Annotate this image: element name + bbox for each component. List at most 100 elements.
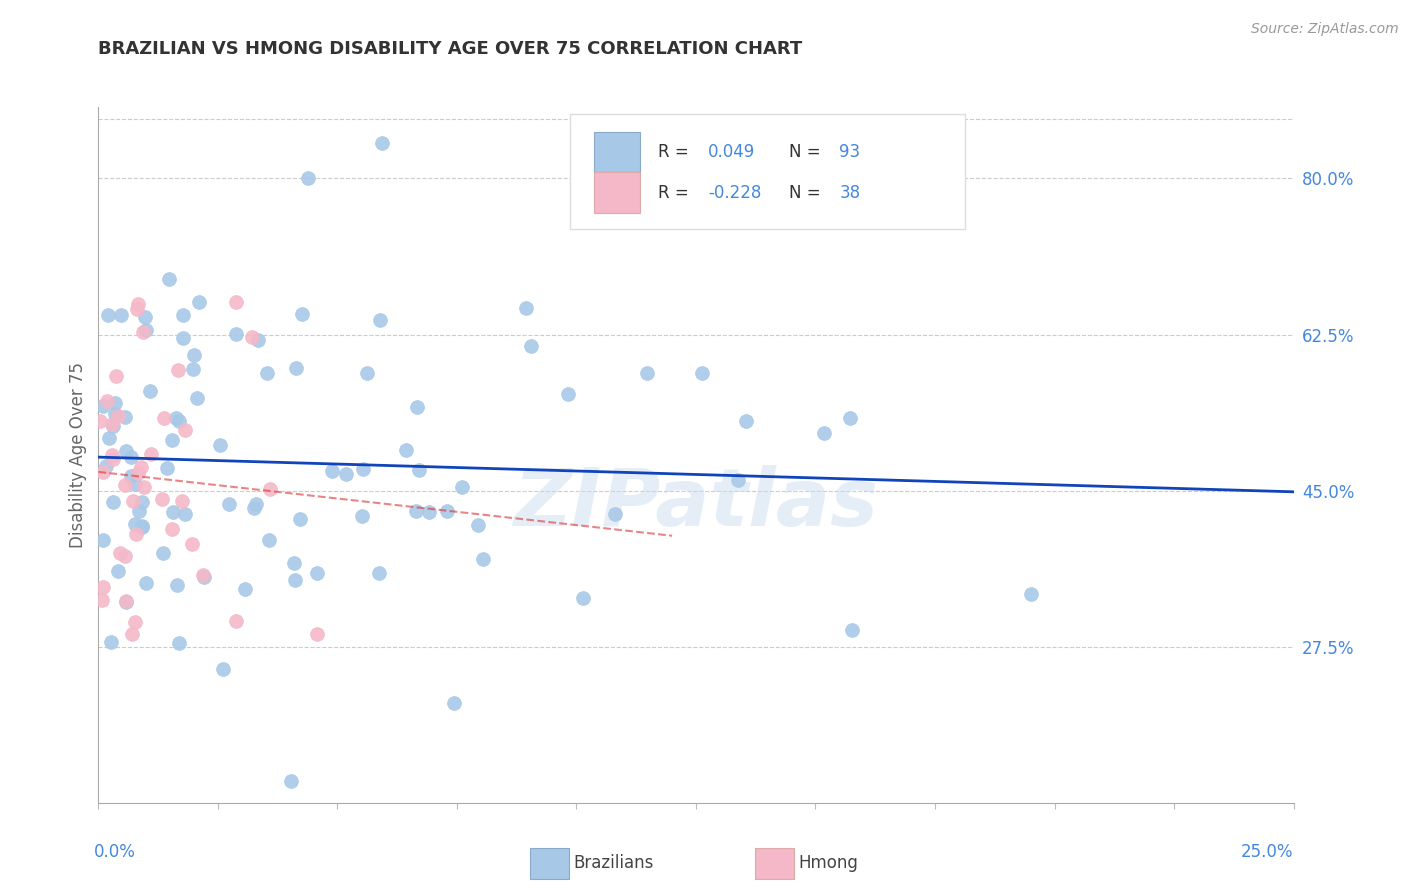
Point — [103, 452, 125, 467]
Point — [173, 507, 195, 521]
Point — [91, 580, 114, 594]
Point — [451, 480, 474, 494]
Point — [152, 546, 174, 560]
Point — [128, 504, 150, 518]
Point — [352, 508, 374, 523]
Point — [245, 497, 267, 511]
Point — [100, 449, 122, 463]
Point — [186, 391, 208, 405]
Y-axis label: Disability Age Over 75: Disability Age Over 75 — [69, 362, 87, 548]
Text: R =: R = — [658, 144, 693, 161]
Point — [193, 570, 215, 584]
Point — [124, 477, 146, 491]
Point — [283, 556, 305, 570]
Text: 38: 38 — [839, 184, 860, 202]
Point — [212, 662, 235, 676]
Point — [257, 533, 280, 548]
Point — [101, 417, 124, 431]
Point — [132, 326, 155, 340]
Point — [405, 504, 427, 518]
Text: N =: N = — [789, 184, 827, 202]
Point — [280, 773, 302, 788]
Point — [96, 394, 118, 409]
Point — [297, 171, 319, 186]
Point — [105, 368, 128, 383]
FancyBboxPatch shape — [571, 114, 965, 229]
Point — [838, 411, 860, 425]
Point — [735, 414, 758, 428]
Point — [139, 447, 162, 461]
Point — [436, 504, 458, 518]
Point — [242, 500, 264, 515]
Point — [122, 494, 145, 508]
Point — [127, 466, 149, 480]
Point — [467, 517, 489, 532]
Text: BRAZILIAN VS HMONG DISABILITY AGE OVER 75 CORRELATION CHART: BRAZILIAN VS HMONG DISABILITY AGE OVER 7… — [98, 40, 803, 58]
Point — [124, 526, 146, 541]
Point — [131, 519, 153, 533]
FancyBboxPatch shape — [595, 172, 640, 213]
Text: Brazilians: Brazilians — [574, 855, 654, 872]
Point — [370, 136, 392, 150]
Point — [127, 297, 149, 311]
Point — [727, 473, 749, 487]
Point — [284, 573, 307, 587]
Point — [690, 366, 713, 380]
Point — [572, 591, 595, 605]
Point — [160, 522, 183, 536]
Point — [91, 592, 114, 607]
Point — [107, 564, 129, 578]
Point — [352, 462, 374, 476]
Point — [515, 301, 537, 316]
Point — [135, 322, 157, 336]
Point — [127, 302, 149, 317]
Point — [167, 363, 190, 377]
Point — [121, 627, 143, 641]
Point — [209, 438, 232, 452]
Point — [97, 309, 120, 323]
Point — [100, 635, 122, 649]
Point — [152, 411, 174, 425]
Point — [368, 313, 391, 327]
Point — [335, 467, 357, 481]
Point — [114, 444, 136, 458]
Point — [368, 566, 391, 580]
Point — [218, 498, 240, 512]
Point — [134, 310, 156, 324]
Point — [174, 423, 197, 437]
Point — [418, 505, 440, 519]
Point — [305, 566, 328, 580]
Point — [291, 307, 314, 321]
Point — [188, 295, 211, 310]
Point — [150, 491, 173, 506]
Point — [91, 533, 114, 548]
Point — [288, 511, 311, 525]
Point — [395, 442, 418, 457]
Text: 25.0%: 25.0% — [1241, 843, 1294, 861]
Point — [104, 407, 127, 421]
Point — [813, 426, 835, 441]
Point — [114, 409, 136, 424]
Point — [104, 396, 127, 410]
Point — [172, 308, 194, 322]
Point — [91, 465, 114, 479]
Point — [97, 431, 120, 445]
Point — [183, 361, 205, 376]
Point — [180, 537, 202, 551]
Text: ZIPatlas: ZIPatlas — [513, 465, 879, 542]
Point — [162, 433, 184, 447]
FancyBboxPatch shape — [595, 132, 640, 172]
Point — [167, 636, 190, 650]
Point — [139, 384, 162, 398]
Text: 0.0%: 0.0% — [94, 843, 135, 861]
Point — [115, 594, 138, 608]
Point — [157, 272, 180, 286]
Point — [321, 464, 343, 478]
Point — [132, 480, 155, 494]
Point — [120, 469, 142, 483]
Text: R =: R = — [658, 184, 693, 202]
Point — [443, 696, 465, 710]
Point — [408, 463, 430, 477]
Point — [172, 494, 194, 508]
Point — [124, 516, 146, 531]
